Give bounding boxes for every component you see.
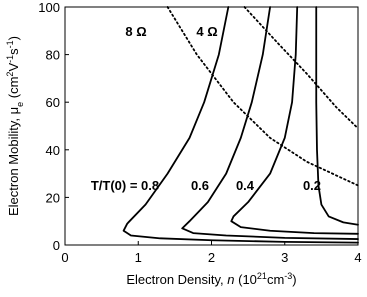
- curve-label: T/T(0) = 0.8: [91, 178, 159, 193]
- x-axis-label: Electron Density, n (1021cm-3): [126, 271, 296, 287]
- curve: [166, 6, 359, 187]
- y-tick-label: 100: [38, 0, 60, 15]
- y-axis-label-part: μ: [6, 107, 21, 115]
- curve-label: 4 Ω: [196, 24, 217, 39]
- y-axis-label-part: 2: [5, 72, 15, 77]
- curve-label: 0.6: [191, 178, 209, 193]
- curve: [315, 6, 359, 226]
- plot-frame: [64, 6, 359, 246]
- x-axis-label-part: n: [227, 272, 234, 287]
- y-axis-label: Electron Mobility, μe (cm2V-1s-1): [5, 36, 25, 216]
- y-axis-label-part: Electron Mobility,: [6, 114, 21, 216]
- curve-label: 8 Ω: [125, 24, 146, 39]
- x-tick-label: 1: [135, 250, 142, 265]
- y-tick-label: 40: [46, 143, 60, 158]
- y-axis-label-part: e: [15, 102, 25, 107]
- y-tick-label: 60: [46, 95, 60, 110]
- y-axis-label-part: s: [6, 48, 21, 55]
- curve-label: 0.2: [303, 178, 321, 193]
- x-tick-label: 4: [354, 250, 361, 265]
- curve: [230, 6, 359, 235]
- x-axis-label-part: cm: [267, 272, 284, 287]
- y-axis-label-part: (cm: [6, 77, 21, 102]
- x-tick-label: 3: [281, 250, 288, 265]
- x-tick-label: 2: [208, 250, 215, 265]
- y-tick-label: 80: [46, 48, 60, 63]
- y-axis-label-part: -1: [5, 40, 15, 48]
- y-tick-label: 20: [46, 190, 60, 205]
- curve-label: 0.4: [236, 178, 255, 193]
- x-axis-label-part: (10: [235, 272, 257, 287]
- curve: [181, 6, 359, 240]
- curve: [122, 6, 359, 244]
- x-axis-label-part: ): [292, 272, 296, 287]
- y-axis-label-part: -1: [5, 55, 15, 63]
- x-tick-label: 0: [61, 250, 68, 265]
- y-tick-label: 0: [53, 238, 60, 253]
- y-axis-label-part: ): [6, 36, 21, 40]
- curve: [243, 6, 359, 130]
- x-axis-label-part: 21: [257, 271, 267, 281]
- y-axis-label-part: V: [6, 63, 21, 72]
- x-axis-label-part: -3: [284, 271, 292, 281]
- x-axis-label-part: Electron Density,: [126, 272, 227, 287]
